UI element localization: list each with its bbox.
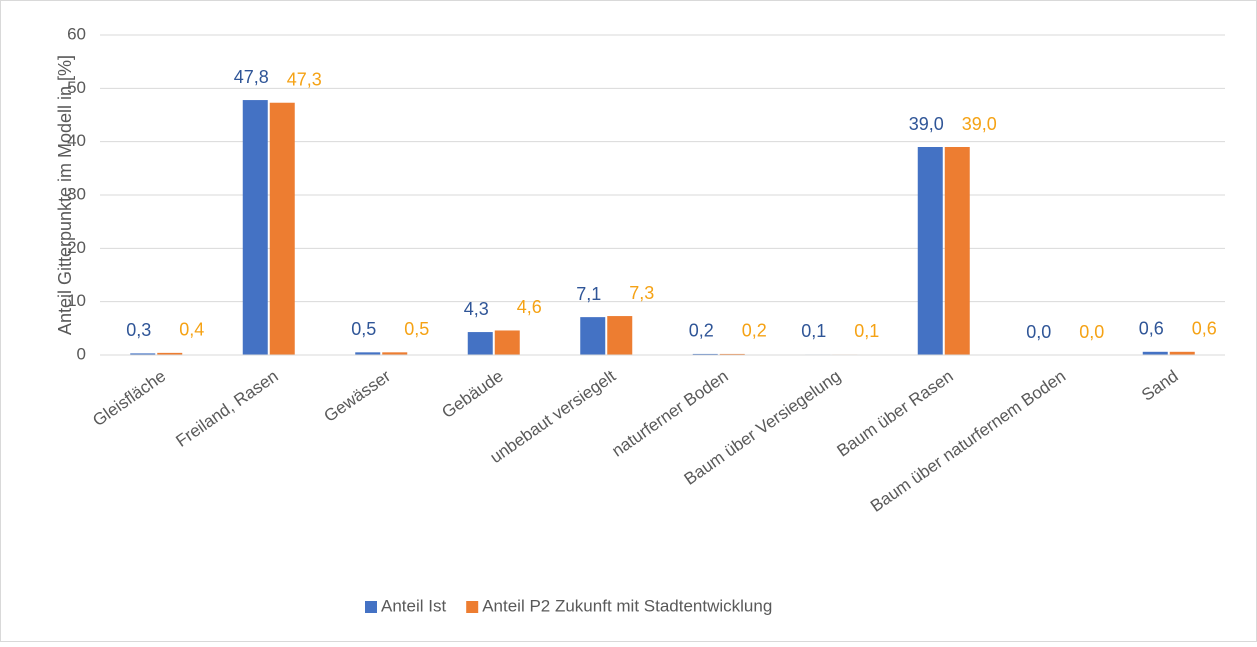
value-label: 0,1 xyxy=(854,321,879,341)
value-label: 39,0 xyxy=(909,114,944,134)
y-tick-label: 40 xyxy=(67,131,86,150)
value-label: 39,0 xyxy=(962,114,997,134)
value-label: 7,1 xyxy=(576,284,601,304)
value-label: 0,6 xyxy=(1139,319,1164,339)
value-label: 0,5 xyxy=(404,319,429,339)
value-label: 47,3 xyxy=(287,69,322,89)
bar xyxy=(917,147,943,355)
value-label: 0,6 xyxy=(1192,319,1217,339)
value-label: 47,8 xyxy=(234,67,269,87)
value-label: 0,5 xyxy=(351,319,376,339)
value-label: 4,6 xyxy=(517,297,542,317)
bar xyxy=(692,353,718,355)
legend-swatch xyxy=(365,601,377,613)
bar xyxy=(242,100,268,355)
y-tick-label: 50 xyxy=(67,78,86,97)
y-tick-label: 30 xyxy=(67,184,86,203)
bar xyxy=(382,352,408,355)
value-label: 0,0 xyxy=(1079,322,1104,342)
legend-swatch xyxy=(466,601,479,613)
y-axis-title: Anteil Gitterpunkte im Modell in [%] xyxy=(55,55,75,335)
value-label: 7,3 xyxy=(629,283,654,303)
y-tick-label: 20 xyxy=(67,238,86,257)
bar xyxy=(269,102,295,355)
bar xyxy=(157,352,183,355)
value-label: 0,3 xyxy=(126,320,151,340)
bar xyxy=(1169,351,1195,355)
value-label: 4,3 xyxy=(464,299,489,319)
value-label: 0,2 xyxy=(742,321,767,341)
bar xyxy=(719,353,745,355)
bar xyxy=(494,330,520,355)
value-label: 0,4 xyxy=(179,320,204,340)
y-tick-label: 10 xyxy=(67,291,86,310)
value-label: 0,2 xyxy=(689,321,714,341)
bar xyxy=(355,352,381,355)
bar xyxy=(467,332,493,355)
bar xyxy=(130,353,156,355)
bar xyxy=(580,317,606,355)
bar xyxy=(1142,351,1168,355)
legend-label: Anteil P2 Zukunft mit Stadtentwicklung xyxy=(482,596,772,615)
bar xyxy=(944,147,970,355)
value-label: 0,0 xyxy=(1026,322,1051,342)
bar xyxy=(607,316,633,355)
value-label: 0,1 xyxy=(801,321,826,341)
y-tick-label: 60 xyxy=(67,24,86,43)
legend-label: Anteil Ist xyxy=(381,596,446,615)
y-tick-label: 0 xyxy=(77,344,86,363)
